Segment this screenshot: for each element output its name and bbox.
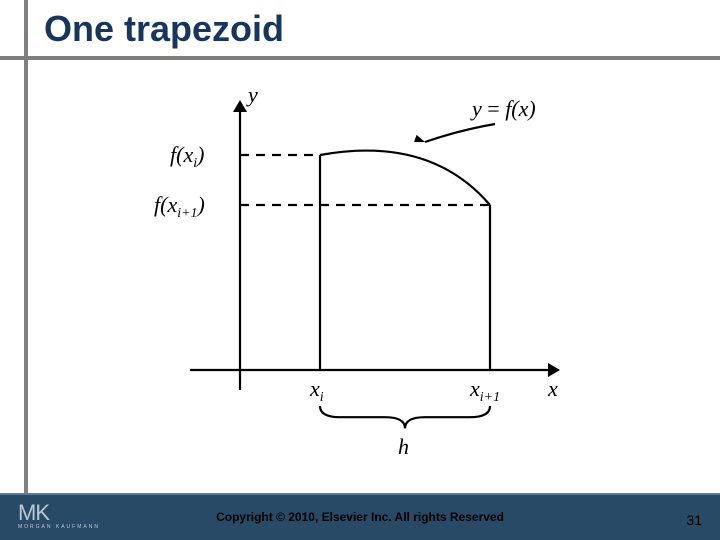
logo-sub: MORGAN KAUFMANN: [18, 524, 100, 530]
svg-text:y = f(x): y = f(x): [470, 96, 536, 121]
slide: One trapezoid y x f(xi) f(xi+1) xi xi+1 y = f(…: [0, 0, 720, 540]
svg-text:f(xi+1): f(xi+1): [154, 192, 205, 221]
svg-text:h: h: [398, 434, 409, 459]
left-rule: [24, 0, 28, 493]
logo-main: MK: [18, 500, 100, 526]
svg-text:xi: xi: [309, 376, 324, 405]
svg-text:f(xi): f(xi): [170, 142, 204, 171]
copyright-text: Copyright © 2010, Elsevier Inc. All righ…: [0, 510, 720, 524]
svg-text:xi+1: xi+1: [469, 376, 500, 405]
svg-text:x: x: [547, 376, 558, 401]
slide-title: One trapezoid: [44, 8, 284, 50]
title-underline: [0, 56, 720, 60]
trapezoid-diagram: y x f(xi) f(xi+1) xi xi+1 y = f(x) h: [150, 80, 590, 480]
page-number: 31: [686, 512, 702, 528]
publisher-logo: MK MORGAN KAUFMANN: [18, 500, 100, 530]
svg-text:y: y: [246, 82, 258, 107]
